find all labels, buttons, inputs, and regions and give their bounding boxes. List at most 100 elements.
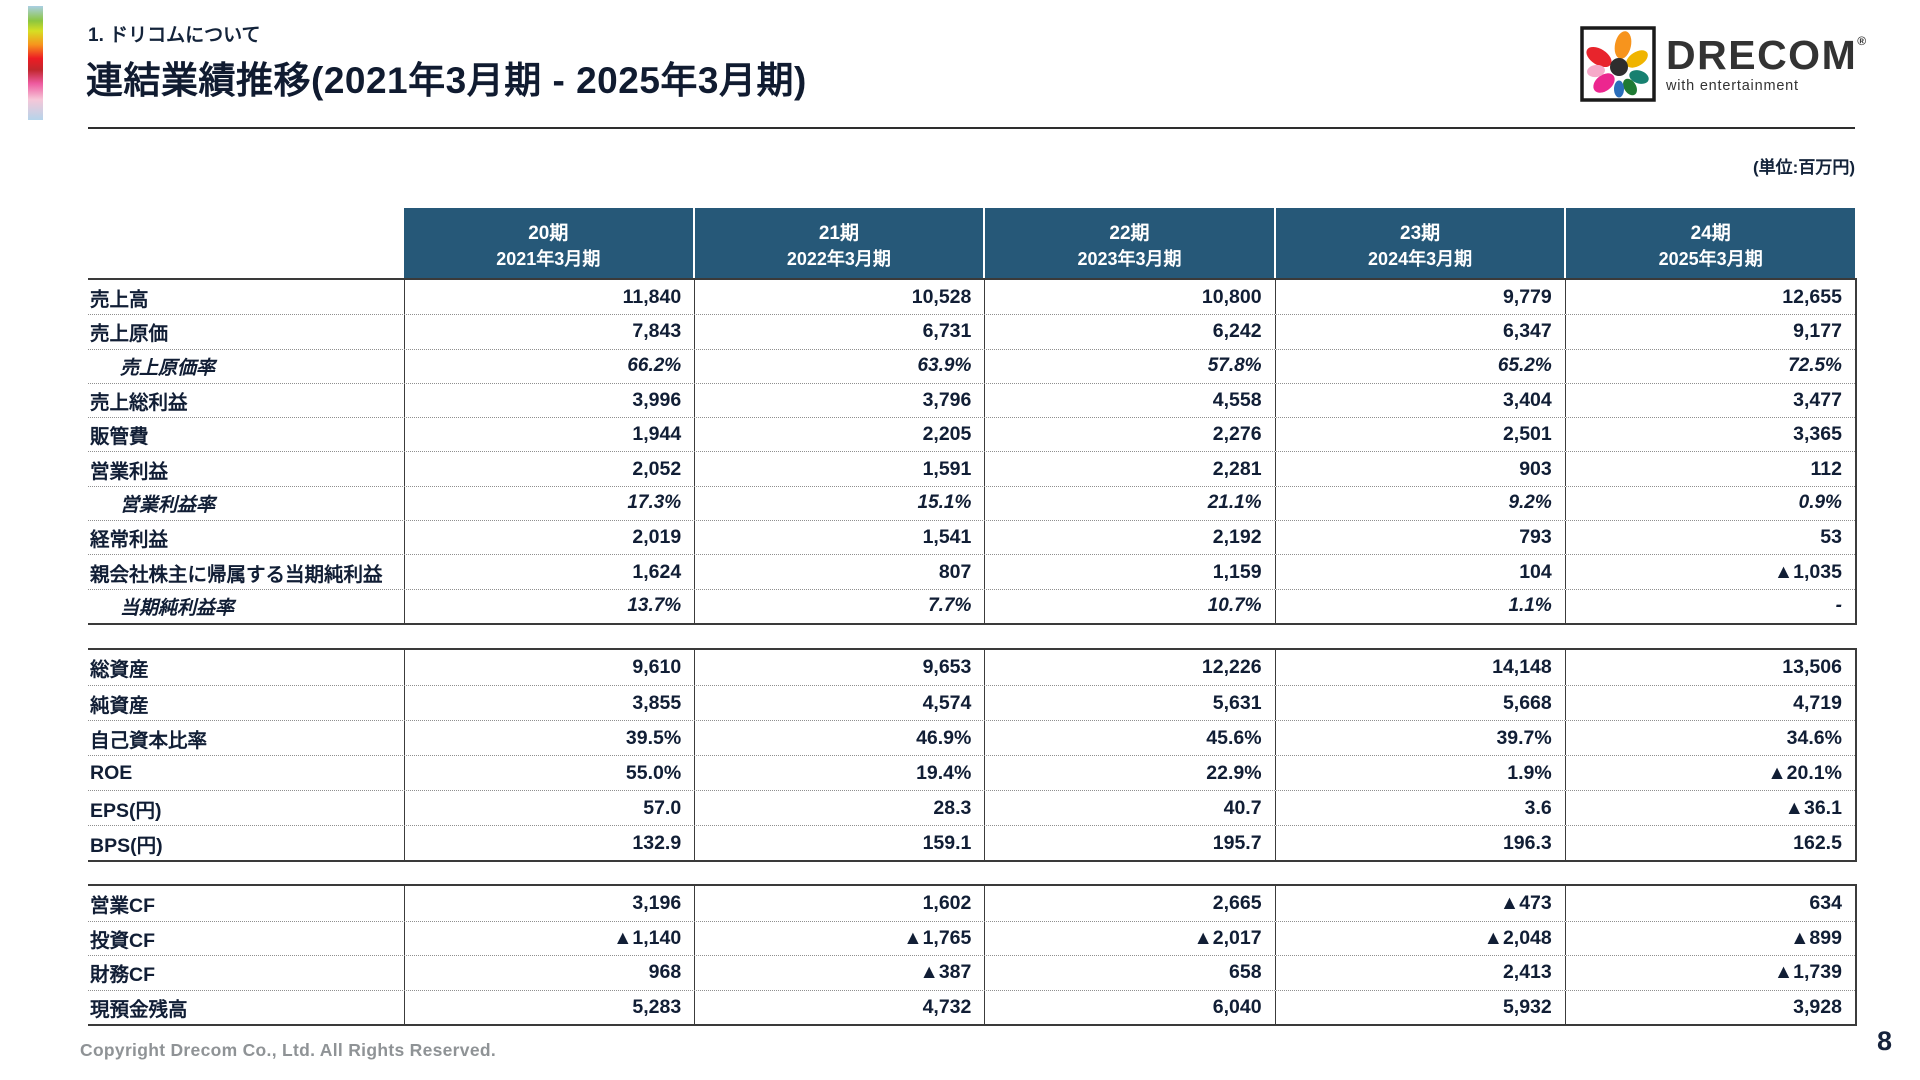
row-label: 売上原価率 — [120, 357, 216, 379]
cell-value: 3,796 — [694, 383, 984, 418]
cell-value: 72.5% — [1564, 349, 1855, 383]
period-header: 24期 2025年3月期 — [1564, 208, 1855, 278]
table-row: 経常利益 2,019 1,541 2,192 793 53 — [88, 520, 1855, 555]
cell-value: 2,413 — [1274, 956, 1565, 990]
cell-value: ▲2,048 — [1274, 921, 1565, 955]
row-label: 投資CF — [90, 929, 155, 952]
cell-value: 807 — [694, 555, 984, 589]
table-row: EPS(円) 57.0 28.3 40.7 3.6 ▲36.1 — [88, 790, 1855, 825]
cell-value: 55.0% — [404, 756, 694, 790]
cell-value: 65.2% — [1274, 349, 1565, 383]
table-row: 投資CF ▲1,140 ▲1,765 ▲2,017 ▲2,048 ▲899 — [88, 920, 1855, 955]
cell-value: 46.9% — [694, 721, 984, 755]
cell-value: 9,177 — [1564, 315, 1855, 349]
cell-value: 4,719 — [1564, 686, 1855, 720]
cell-value: 968 — [404, 956, 694, 990]
table-row: 売上原価 7,843 6,731 6,242 6,347 9,177 — [88, 314, 1855, 349]
cell-value: 793 — [1274, 521, 1565, 555]
cell-value: 19.4% — [694, 756, 984, 790]
cell-value: 6,731 — [694, 315, 984, 349]
cell-value: 12,226 — [984, 650, 1274, 685]
cell-value: 2,019 — [404, 521, 694, 555]
period-header: 20期 2021年3月期 — [404, 208, 693, 278]
cell-value: 162.5 — [1564, 826, 1855, 860]
cell-value: 4,574 — [694, 686, 984, 720]
cell-value: 7.7% — [694, 589, 984, 623]
cell-value: 6,040 — [984, 990, 1274, 1024]
cell-value: 15.1% — [694, 486, 984, 521]
cell-value: 903 — [1274, 452, 1565, 486]
cell-value: 195.7 — [984, 826, 1274, 860]
cell-value: 53 — [1564, 521, 1855, 555]
logo-word: DRECOM — [1666, 31, 1858, 78]
copyright-text: Copyright Drecom Co., Ltd. All Rights Re… — [80, 1040, 497, 1060]
cell-value: 132.9 — [404, 826, 694, 860]
cell-value: 1,624 — [404, 555, 694, 589]
table-row: 売上高 11,840 10,528 10,800 9,779 12,655 — [88, 280, 1855, 315]
cell-value: 13.7% — [404, 589, 694, 623]
cell-value: 10.7% — [984, 589, 1274, 623]
row-label: 売上高 — [90, 288, 149, 311]
cell-value: 3,996 — [404, 383, 694, 418]
cell-value: 13,506 — [1564, 650, 1855, 685]
period-term: 24期 — [1690, 223, 1731, 244]
table-row: 営業CF 3,196 1,602 2,665 ▲473 634 — [88, 886, 1855, 921]
cell-value: 21.1% — [984, 486, 1274, 521]
cell-value: 3,477 — [1564, 383, 1855, 418]
section-label: 1. ドリコムについて — [88, 25, 261, 46]
cell-value: - — [1564, 589, 1855, 623]
cell-value: 3,196 — [404, 886, 694, 921]
unit-note: (単位:百万円) — [1753, 158, 1855, 177]
table-row: 売上総利益 3,996 3,796 4,558 3,404 3,477 — [88, 382, 1855, 418]
cell-value: 6,347 — [1274, 315, 1565, 349]
registered-mark: ® — [1857, 33, 1868, 48]
cell-value: 1,944 — [404, 418, 694, 452]
cell-value: 57.0 — [404, 791, 694, 825]
cell-value: 28.3 — [694, 791, 984, 825]
period-term: 22期 — [1109, 223, 1150, 244]
cell-value: 39.7% — [1274, 721, 1565, 755]
cell-value: 1,159 — [984, 555, 1274, 589]
cell-value: ▲1,739 — [1564, 956, 1855, 990]
cell-value: 2,276 — [984, 418, 1274, 452]
cell-value: 1.1% — [1274, 589, 1565, 623]
cell-value: 10,800 — [984, 280, 1274, 315]
title-divider — [88, 127, 1855, 129]
cell-value: 5,283 — [404, 990, 694, 1024]
period-fiscal-year: 2025年3月期 — [1658, 249, 1763, 269]
cell-value: 17.3% — [404, 486, 694, 521]
period-term: 21期 — [818, 223, 859, 244]
table-header-row: 20期 2021年3月期 21期 2022年3月期 22期 2023年3月期 23期 2024… — [404, 208, 1855, 278]
table-row: 自己資本比率 39.5% 46.9% 45.6% 39.7% 34.6% — [88, 720, 1855, 755]
cell-value: ▲1,140 — [404, 921, 694, 955]
cell-value: 9,779 — [1274, 280, 1565, 315]
cell-value: 5,668 — [1274, 686, 1565, 720]
cell-value: 63.9% — [694, 349, 984, 383]
cell-value: ▲20.1% — [1564, 756, 1855, 790]
period-term: 20期 — [528, 223, 569, 244]
cell-value: 5,932 — [1274, 990, 1565, 1024]
accent-gradient-bar — [28, 6, 43, 120]
cell-value: ▲899 — [1564, 921, 1855, 955]
cell-value: 2,205 — [694, 418, 984, 452]
row-label: 総資産 — [90, 659, 149, 681]
cell-value: 3.6 — [1274, 791, 1565, 825]
row-label: EPS(円) — [90, 799, 162, 822]
period-fiscal-year: 2024年3月期 — [1368, 249, 1473, 269]
cell-value: 2,665 — [984, 886, 1274, 921]
cell-value: 4,558 — [984, 383, 1274, 418]
cell-value: 45.6% — [984, 721, 1274, 755]
cell-value: 2,052 — [404, 452, 694, 486]
cell-value: 6,242 — [984, 315, 1274, 349]
cell-value: 4,732 — [694, 990, 984, 1024]
table-row: 総資産 9,610 9,653 12,226 14,148 13,506 — [88, 650, 1855, 685]
cell-value: 22.9% — [984, 756, 1274, 790]
cell-value: 3,404 — [1274, 383, 1565, 418]
cell-value: 12,655 — [1564, 280, 1855, 315]
row-label: 営業利益 — [90, 460, 169, 483]
cell-value: 112 — [1564, 452, 1855, 486]
table-row: 純資産 3,855 4,574 5,631 5,668 4,719 — [88, 685, 1855, 720]
cell-value: 9,653 — [694, 650, 984, 685]
cell-value: 3,855 — [404, 686, 694, 720]
cell-value: 9.2% — [1274, 486, 1565, 521]
